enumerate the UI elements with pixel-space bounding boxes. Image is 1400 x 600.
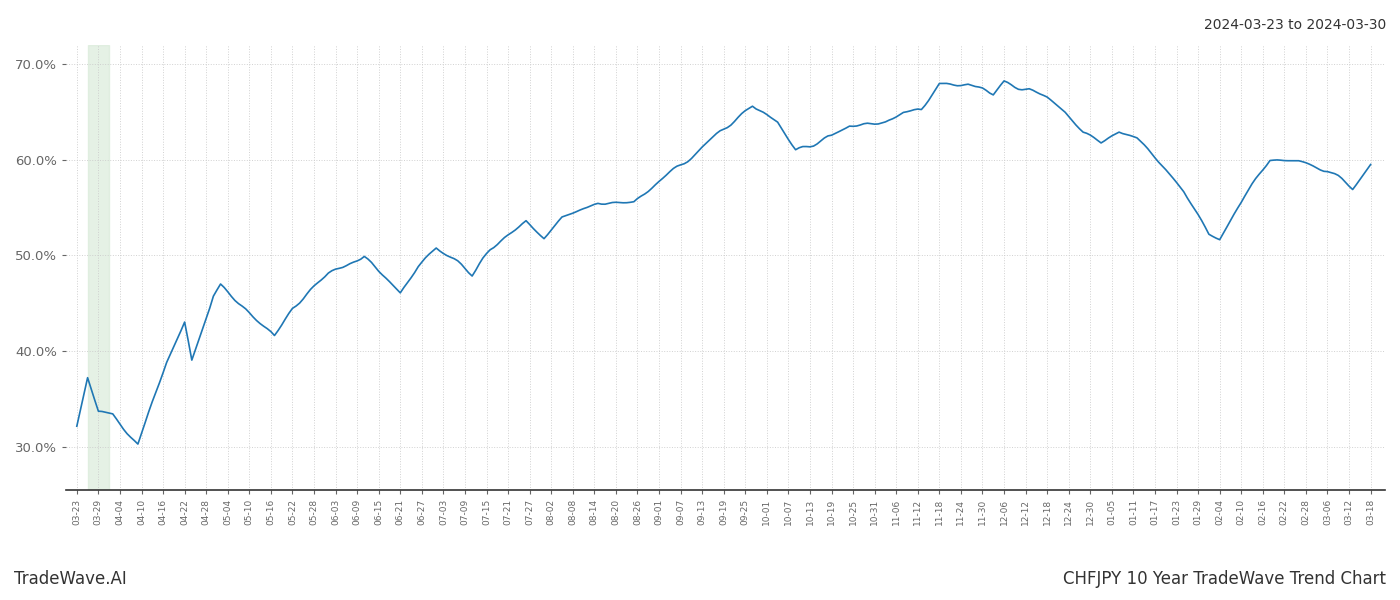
Bar	[88, 45, 109, 490]
Text: CHFJPY 10 Year TradeWave Trend Chart: CHFJPY 10 Year TradeWave Trend Chart	[1063, 570, 1386, 588]
Text: 2024-03-23 to 2024-03-30: 2024-03-23 to 2024-03-30	[1204, 18, 1386, 32]
Text: TradeWave.AI: TradeWave.AI	[14, 570, 127, 588]
